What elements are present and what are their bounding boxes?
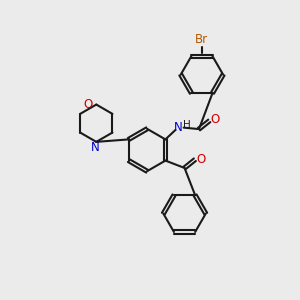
Text: Br: Br [195, 33, 208, 46]
Text: N: N [91, 141, 100, 154]
Text: O: O [83, 98, 93, 111]
Text: N: N [174, 121, 183, 134]
Text: O: O [211, 113, 220, 126]
Text: O: O [196, 153, 206, 166]
Text: H: H [183, 120, 191, 130]
